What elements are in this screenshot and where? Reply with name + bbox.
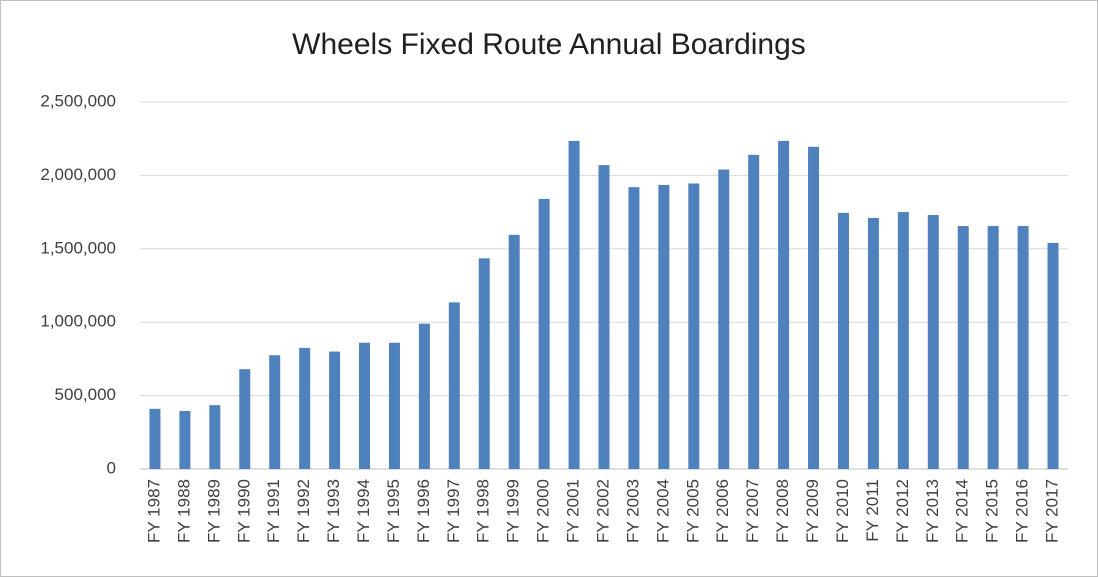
bar [1017,226,1029,469]
x-tick-label: FY 2013 [923,479,942,543]
bar [329,351,341,469]
bar [628,187,640,470]
bar [538,198,550,469]
x-tick-label: FY 1990 [234,479,253,543]
x-tick-label: FY 2017 [1043,479,1062,543]
x-tick-label: FY 1996 [414,479,433,543]
y-tick-label: 1,000,000 [40,312,116,331]
bar [388,342,400,469]
bar [299,347,311,469]
bar [837,212,849,470]
x-tick-label: FY 1992 [294,479,313,543]
bar [867,217,879,469]
x-tick-label: FY 2005 [683,479,702,543]
x-tick-label: FY 2016 [1013,479,1032,543]
bar [748,154,760,469]
x-tick-label: FY 1998 [474,479,493,543]
x-tick-label: FY 1999 [504,479,523,543]
bar [987,226,999,469]
bar [1047,242,1059,469]
bar [239,369,251,469]
x-tick-label: FY 1988 [174,479,193,543]
y-tick-label: 500,000 [55,385,116,404]
y-tick-label: 0 [107,458,116,477]
bar [927,215,939,469]
x-tick-label: FY 2003 [623,479,642,543]
x-tick-label: FY 2004 [653,479,672,543]
chart-title: Wheels Fixed Route Annual Boardings [292,28,806,61]
x-tick-label: FY 2015 [983,479,1002,543]
x-tick-label: FY 2002 [593,479,612,543]
x-tick-label: FY 2011 [863,479,882,542]
bar [478,258,490,469]
x-tick-label: FY 2001 [564,479,583,543]
bar [598,165,610,469]
bar [209,405,221,469]
x-tick-label: FY 1997 [444,479,463,543]
x-tick-label: FY 1987 [144,479,163,543]
y-tick-label: 1,500,000 [40,238,116,257]
x-tick-label: FY 2008 [773,479,792,543]
x-tick-label: FY 2014 [953,479,972,543]
x-tick-label: FY 2009 [803,479,822,543]
x-tick-label: FY 2006 [713,479,732,543]
bar [269,355,281,469]
x-tick-label: FY 2000 [534,479,553,543]
bar [808,146,820,470]
x-tick-label: FY 2012 [893,479,912,543]
bar [897,212,909,469]
bar [508,234,520,469]
x-tick-label: FY 1993 [324,479,343,543]
x-tick-label: FY 2007 [743,479,762,543]
bar [568,140,580,470]
y-tick-label: 2,500,000 [40,91,116,110]
bar [149,408,161,469]
bar [658,184,670,469]
bar [359,342,371,469]
bar [448,302,460,469]
bar [688,183,700,469]
x-tick-label: FY 1991 [264,479,283,543]
bar [957,226,969,469]
bar [778,140,790,470]
bar [718,169,730,469]
x-tick-label: FY 2010 [833,479,852,543]
x-tick-label: FY 1989 [204,479,223,543]
bar [418,323,430,469]
bar [179,411,191,469]
y-tick-label: 2,000,000 [40,165,116,184]
x-tick-label: FY 1994 [354,479,373,543]
x-tick-label: FY 1995 [384,479,403,543]
